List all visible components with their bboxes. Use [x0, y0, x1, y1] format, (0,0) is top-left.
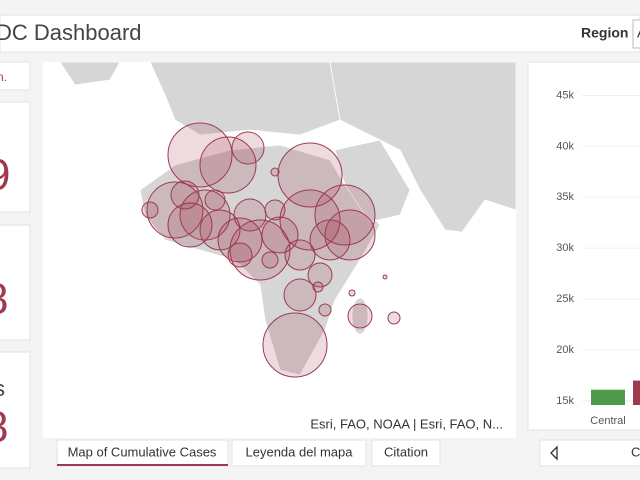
card-value: 8	[0, 403, 8, 452]
tab-label: Map of Cumulative Cases	[68, 444, 217, 459]
case-bubble	[382, 274, 388, 280]
case-bubble	[318, 303, 332, 317]
bar	[633, 380, 640, 405]
case-bubble	[324, 209, 376, 261]
case-bubble	[307, 262, 333, 288]
land-greenland	[59, 62, 121, 86]
prev-button[interactable]	[550, 445, 558, 461]
tab-label: Citation	[384, 444, 428, 459]
card	[0, 101, 31, 213]
y-tick-label: 30k	[556, 242, 574, 254]
x-tick-label: Central	[590, 415, 625, 427]
case-bubble	[170, 180, 200, 210]
y-tick-label: 40k	[556, 140, 574, 152]
map-land	[59, 62, 516, 376]
y-tick-label: 15k	[556, 395, 574, 407]
card	[0, 61, 31, 91]
region-label: Region	[581, 25, 628, 41]
y-tick-label: 35k	[556, 191, 574, 203]
case-bubble	[179, 189, 231, 241]
map[interactable]	[43, 62, 516, 438]
card-value: 8	[0, 275, 8, 324]
chart-nav	[539, 439, 640, 467]
case-bubble	[270, 167, 280, 177]
case-bubble	[284, 239, 316, 271]
card	[0, 351, 31, 469]
case-bubble	[264, 199, 286, 221]
case-bubble	[227, 242, 253, 268]
card-value: 9	[0, 151, 10, 200]
y-tick-label: 45k	[556, 89, 574, 101]
case-bubble	[387, 311, 401, 325]
tab[interactable]	[231, 439, 367, 467]
tab[interactable]	[371, 439, 441, 467]
map-attribution: Esri, FAO, NOAA | Esri, FAO, N...	[310, 416, 503, 431]
card	[0, 224, 31, 341]
tab-label: Leyenda del mapa	[246, 444, 354, 459]
y-tick-label: 20k	[556, 344, 574, 356]
card-text: n.	[0, 70, 7, 84]
case-bubble	[231, 131, 265, 165]
bar	[591, 389, 625, 405]
tab[interactable]	[56, 439, 229, 467]
case-bubble	[262, 312, 328, 378]
dashboard-title: DC Dashboard	[0, 20, 142, 45]
region-value: A	[637, 25, 640, 41]
case-bubble	[283, 278, 317, 312]
case-bubble	[312, 281, 324, 293]
land-madagascar	[351, 297, 369, 335]
region-select[interactable]	[632, 19, 640, 49]
header-bar	[0, 14, 640, 53]
case-bubble	[347, 303, 373, 329]
case-bubble	[204, 189, 226, 211]
case-bubble	[199, 136, 257, 194]
land-asia	[329, 62, 516, 233]
case-bubble	[141, 201, 159, 219]
land-africa	[139, 144, 381, 376]
card-label: s	[0, 376, 5, 401]
case-bubble	[167, 122, 233, 188]
case-bubble	[261, 251, 279, 269]
bar-chart: 15k20k25k30k35k40k45kCentralEa	[556, 89, 640, 427]
chart-panel	[527, 61, 640, 431]
y-tick-label: 25k	[556, 293, 574, 305]
case-bubbles	[141, 122, 401, 378]
case-bubble	[309, 219, 351, 261]
next-label[interactable]: C	[631, 444, 640, 459]
case-bubble	[348, 289, 356, 297]
case-bubble	[314, 184, 376, 246]
